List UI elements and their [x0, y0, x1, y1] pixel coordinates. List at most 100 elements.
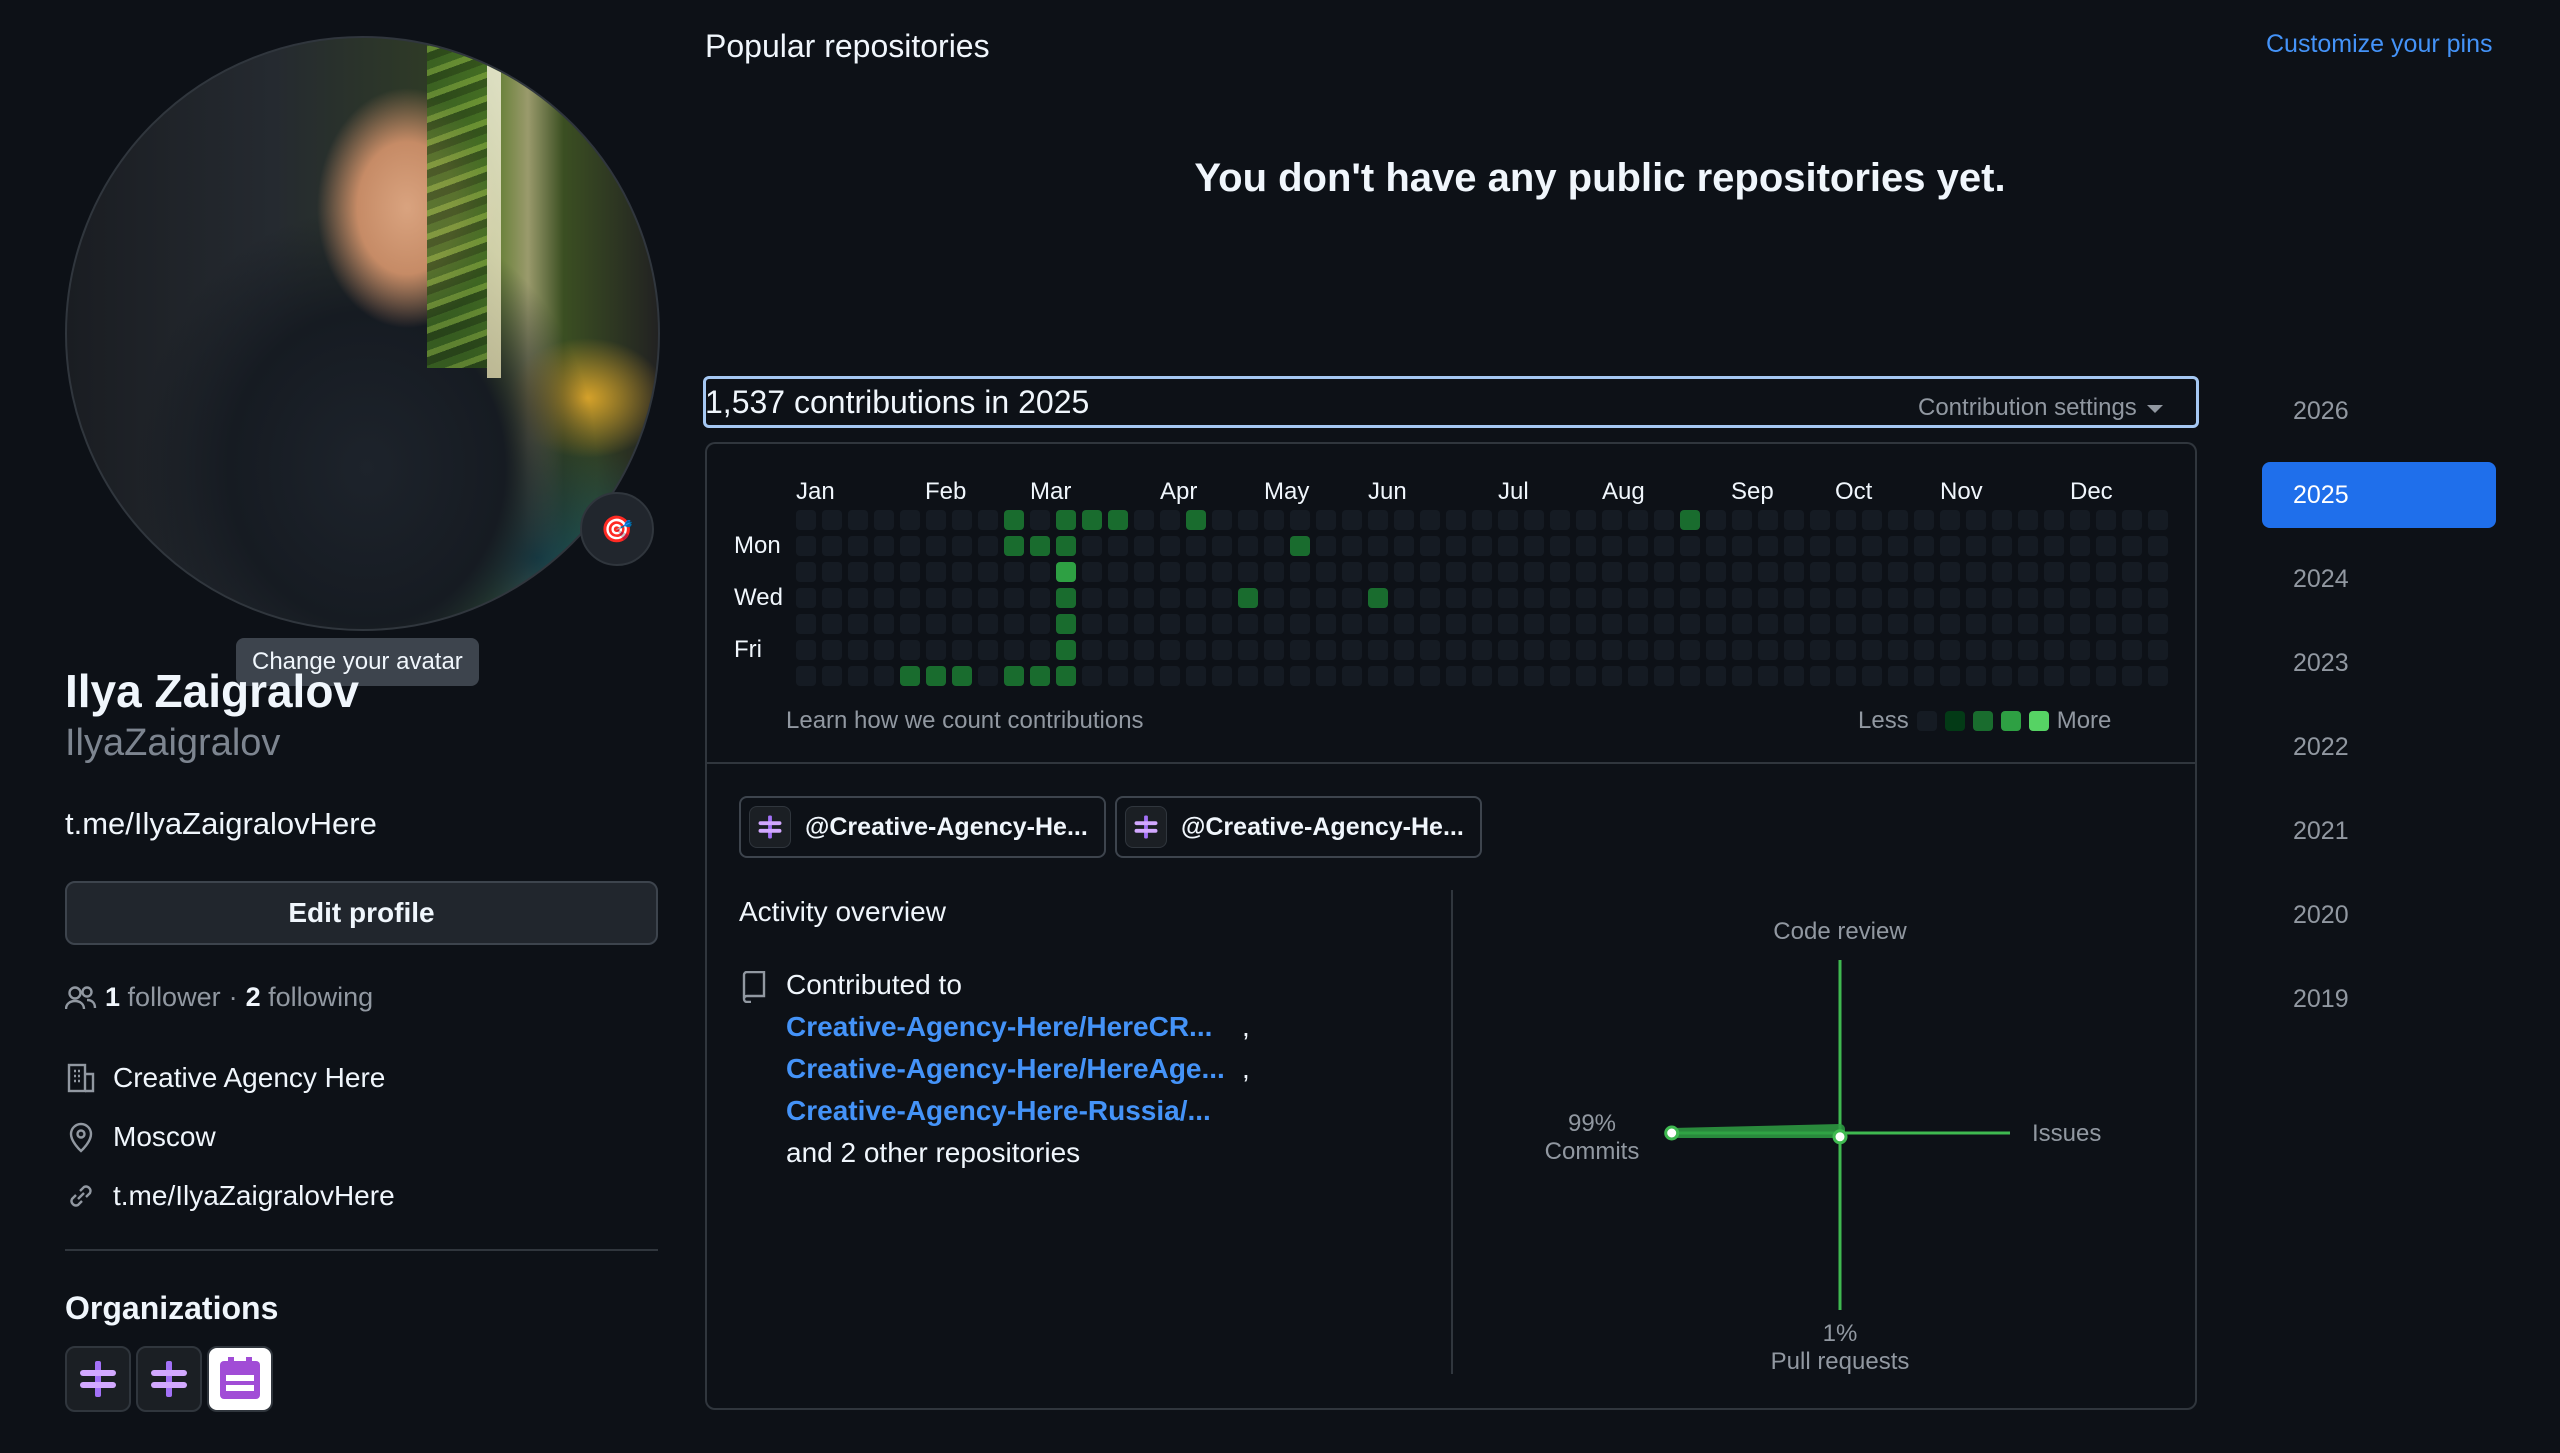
contribution-day-cell[interactable] [1940, 640, 1960, 660]
contribution-day-cell[interactable] [1472, 562, 1492, 582]
contribution-day-cell[interactable] [2148, 536, 2168, 556]
contribution-day-cell[interactable] [1290, 562, 1310, 582]
contribution-day-cell[interactable] [1420, 588, 1440, 608]
contribution-day-cell[interactable] [1498, 562, 1518, 582]
contribution-day-cell[interactable] [1576, 640, 1596, 660]
contribution-day-cell[interactable] [1238, 666, 1258, 686]
contribution-day-cell[interactable] [1914, 640, 1934, 660]
contribution-day-cell[interactable] [1108, 666, 1128, 686]
website-row[interactable]: t.me/IlyaZaigralovHere [65, 1180, 395, 1212]
contribution-day-cell[interactable] [2122, 640, 2142, 660]
contribution-day-cell[interactable] [1602, 536, 1622, 556]
contribution-day-cell[interactable] [1056, 588, 1076, 608]
contribution-day-cell[interactable] [2122, 562, 2142, 582]
contribution-day-cell[interactable] [1758, 562, 1778, 582]
contribution-day-cell[interactable] [1706, 614, 1726, 634]
contribution-day-cell[interactable] [1498, 640, 1518, 660]
contribution-day-cell[interactable] [2044, 562, 2064, 582]
contribution-day-cell[interactable] [1758, 588, 1778, 608]
contribution-day-cell[interactable] [2096, 614, 2116, 634]
contribution-day-cell[interactable] [1758, 536, 1778, 556]
contribution-day-cell[interactable] [1108, 510, 1128, 530]
contribution-day-cell[interactable] [1888, 666, 1908, 686]
contribution-day-cell[interactable] [1004, 588, 1024, 608]
contribution-day-cell[interactable] [1316, 640, 1336, 660]
contribution-day-cell[interactable] [1394, 640, 1414, 660]
status-emoji-button[interactable]: 🎯 [580, 492, 654, 566]
contribution-day-cell[interactable] [1888, 536, 1908, 556]
contribution-day-cell[interactable] [822, 562, 842, 582]
contribution-day-cell[interactable] [1966, 536, 1986, 556]
contribution-day-cell[interactable] [1550, 588, 1570, 608]
contribution-day-cell[interactable] [1264, 510, 1284, 530]
org-filter-chip[interactable]: @Creative-Agency-He... [739, 796, 1106, 858]
contribution-day-cell[interactable] [1576, 614, 1596, 634]
contribution-day-cell[interactable] [1940, 588, 1960, 608]
contribution-day-cell[interactable] [848, 562, 868, 582]
contribution-day-cell[interactable] [1732, 614, 1752, 634]
contribution-day-cell[interactable] [1524, 562, 1544, 582]
contribution-day-cell[interactable] [1992, 562, 2012, 582]
contribution-day-cell[interactable] [1654, 666, 1674, 686]
contribution-day-cell[interactable] [1862, 588, 1882, 608]
contribution-day-cell[interactable] [1056, 666, 1076, 686]
contribution-day-cell[interactable] [1550, 536, 1570, 556]
contribution-day-cell[interactable] [1212, 588, 1232, 608]
contribution-day-cell[interactable] [1186, 510, 1206, 530]
contribution-day-cell[interactable] [2044, 640, 2064, 660]
contribution-day-cell[interactable] [978, 536, 998, 556]
contribution-day-cell[interactable] [1524, 536, 1544, 556]
contribution-day-cell[interactable] [1238, 510, 1258, 530]
contribution-day-cell[interactable] [952, 614, 972, 634]
contribution-day-cell[interactable] [822, 614, 842, 634]
contribution-day-cell[interactable] [1758, 666, 1778, 686]
contribution-day-cell[interactable] [1966, 666, 1986, 686]
contribution-day-cell[interactable] [2070, 510, 2090, 530]
contribution-day-cell[interactable] [1342, 666, 1362, 686]
contribution-day-cell[interactable] [1238, 536, 1258, 556]
organization-avatar-1[interactable] [65, 1346, 131, 1412]
contribution-day-cell[interactable] [1550, 666, 1570, 686]
contribution-day-cell[interactable] [1628, 640, 1648, 660]
contribution-day-cell[interactable] [926, 562, 946, 582]
contribution-day-cell[interactable] [1992, 588, 2012, 608]
contribution-day-cell[interactable] [1030, 588, 1050, 608]
contribution-day-cell[interactable] [1160, 536, 1180, 556]
contribution-day-cell[interactable] [1576, 588, 1596, 608]
contribution-day-cell[interactable] [1992, 640, 2012, 660]
contribution-day-cell[interactable] [1420, 666, 1440, 686]
contribution-day-cell[interactable] [1368, 614, 1388, 634]
contribution-day-cell[interactable] [1160, 510, 1180, 530]
repo-link[interactable]: Creative-Agency-Here/HereAge... [786, 1053, 1225, 1084]
contribution-day-cell[interactable] [1758, 614, 1778, 634]
contribution-day-cell[interactable] [874, 640, 894, 660]
contribution-day-cell[interactable] [2070, 640, 2090, 660]
contribution-day-cell[interactable] [848, 510, 868, 530]
contribution-day-cell[interactable] [796, 666, 816, 686]
contribution-day-cell[interactable] [926, 666, 946, 686]
contribution-day-cell[interactable] [1888, 510, 1908, 530]
contribution-day-cell[interactable] [1524, 614, 1544, 634]
contribution-day-cell[interactable] [1810, 510, 1830, 530]
contribution-day-cell[interactable] [1576, 562, 1596, 582]
contribution-day-cell[interactable] [1212, 562, 1232, 582]
contribution-day-cell[interactable] [900, 614, 920, 634]
contribution-day-cell[interactable] [2070, 562, 2090, 582]
contribution-day-cell[interactable] [1602, 510, 1622, 530]
contribution-day-cell[interactable] [1940, 536, 1960, 556]
contribution-day-cell[interactable] [2044, 588, 2064, 608]
contribution-day-cell[interactable] [1784, 536, 1804, 556]
contribution-day-cell[interactable] [1472, 640, 1492, 660]
contribution-day-cell[interactable] [1082, 562, 1102, 582]
contribution-day-cell[interactable] [874, 666, 894, 686]
year-link-2019[interactable]: 2019 [2293, 984, 2349, 1013]
contribution-day-cell[interactable] [2018, 666, 2038, 686]
contribution-day-cell[interactable] [1550, 562, 1570, 582]
contribution-day-cell[interactable] [1160, 588, 1180, 608]
contribution-day-cell[interactable] [1654, 614, 1674, 634]
contribution-day-cell[interactable] [2018, 588, 2038, 608]
contribution-day-cell[interactable] [1316, 562, 1336, 582]
contribution-day-cell[interactable] [1810, 614, 1830, 634]
contribution-day-cell[interactable] [1888, 614, 1908, 634]
contribution-day-cell[interactable] [1082, 666, 1102, 686]
